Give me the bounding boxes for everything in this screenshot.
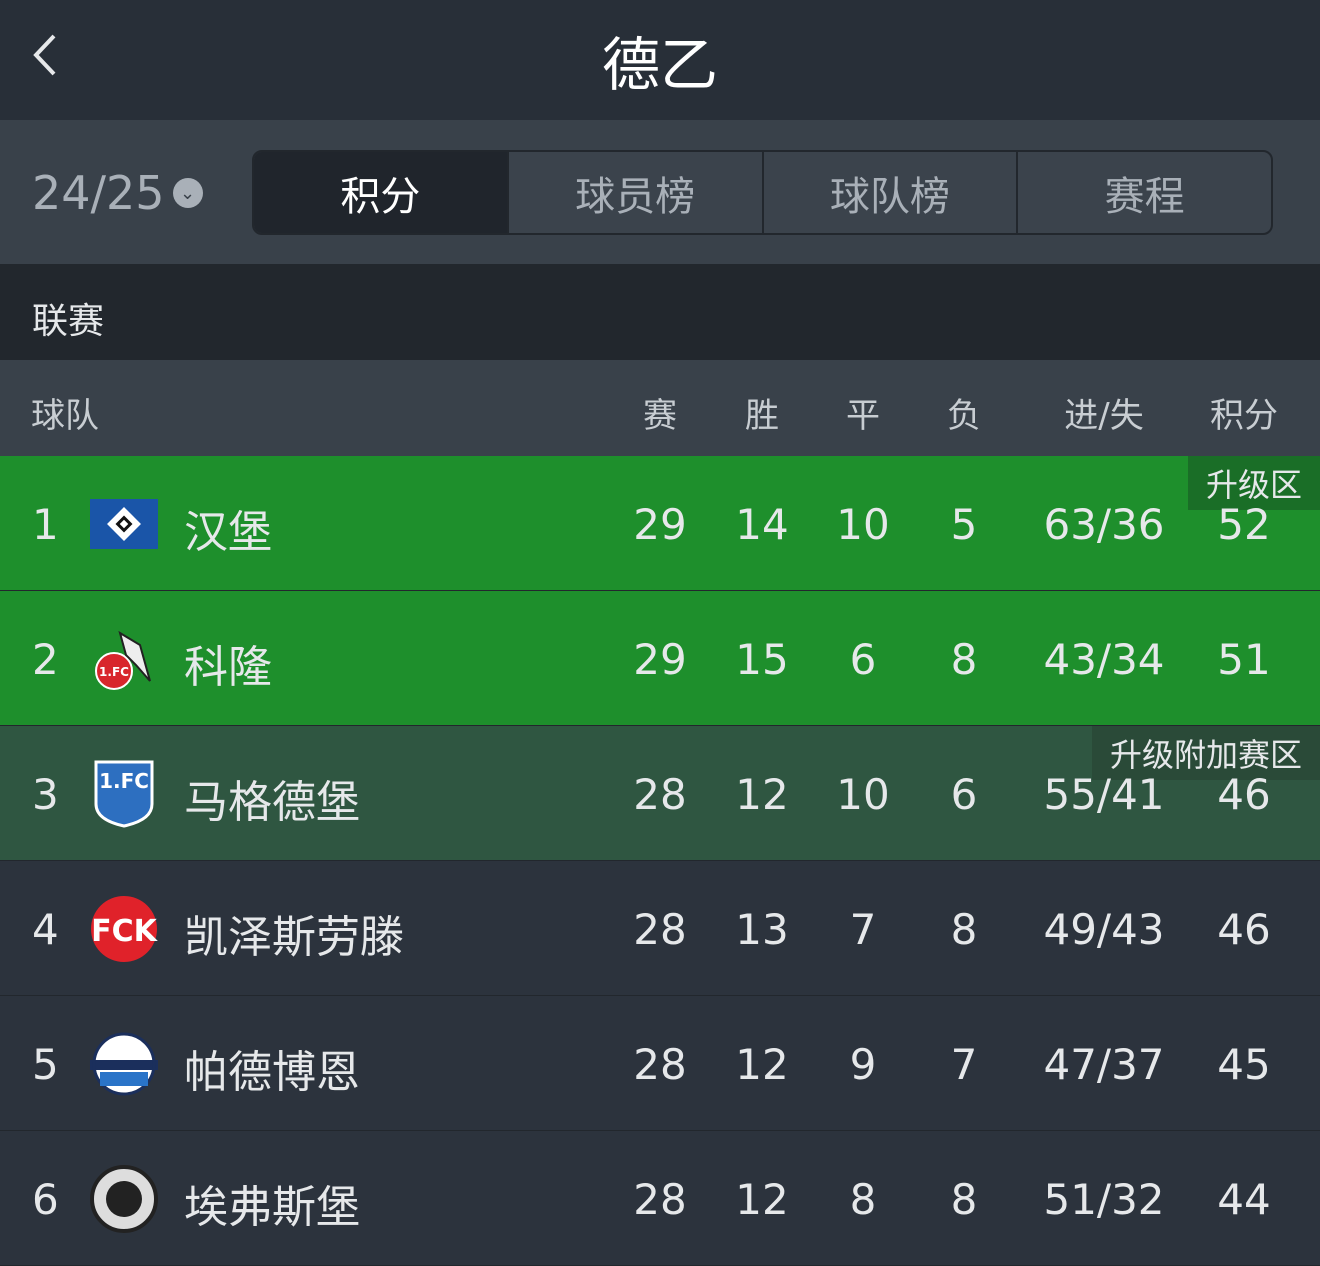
team-name: 凯泽斯劳滕 [184,912,404,963]
cell-won: 15 [735,635,789,684]
tab-player-ranking[interactable]: 球员榜 [506,152,762,233]
tab-schedule[interactable]: 赛程 [1016,152,1271,233]
col-won: 胜 [745,396,779,436]
cell-points: 46 [1217,905,1271,954]
col-points: 积分 [1210,396,1278,436]
cell-points: 46 [1217,770,1271,819]
tab-standings[interactable]: 积分 [254,152,507,233]
team-name: 科隆 [184,642,272,693]
table-row[interactable]: 6 埃弗斯堡 28 12 8 8 51/32 44 [0,1131,1320,1266]
rank: 4 [32,905,59,954]
cell-goals: 43/34 [1043,635,1165,684]
cell-drawn: 9 [849,1040,877,1089]
cell-points: 45 [1217,1040,1271,1089]
col-played: 赛 [643,396,677,436]
cell-lost: 5 [950,500,978,549]
cell-goals: 63/36 [1043,500,1165,549]
cell-lost: 8 [950,1175,978,1224]
top-bar: 德乙 [0,0,1320,120]
table-row[interactable]: 5 帕德博恩 28 12 9 7 47/37 45 [0,996,1320,1131]
team-logo [90,1165,158,1233]
team-logo: 1.FC [90,760,158,828]
col-goals: 进/失 [1064,396,1144,436]
cell-goals: 51/32 [1043,1175,1165,1224]
cell-won: 13 [735,905,789,954]
team-logo [90,490,158,558]
rank: 3 [32,770,59,819]
cell-drawn: 7 [849,905,877,954]
cell-drawn: 10 [836,770,890,819]
zone-label: 升级附加赛区 [1091,726,1320,780]
cell-won: 12 [735,1040,789,1089]
cell-points: 52 [1217,500,1271,549]
svg-text:1.FC: 1.FC [99,769,149,793]
cell-goals: 55/41 [1043,770,1165,819]
cell-played: 28 [633,1040,687,1089]
table-row[interactable]: 4 FCK 凯泽斯劳滕 28 13 7 8 49/43 46 [0,861,1320,996]
tab-bar: 积分 球员榜 球队榜 赛程 [252,150,1273,235]
cell-drawn: 8 [849,1175,877,1224]
table-row[interactable]: 升级区 1 汉堡 29 14 10 5 63/36 52 [0,456,1320,591]
col-lost: 负 [947,396,981,436]
cell-goals: 47/37 [1043,1040,1165,1089]
cell-played: 28 [633,905,687,954]
col-team: 球队 [31,396,99,436]
cell-played: 28 [633,770,687,819]
cell-drawn: 6 [849,635,877,684]
table-row[interactable]: 2 1.FC 科隆 29 15 6 8 43/34 51 [0,591,1320,726]
team-name: 汉堡 [184,507,272,558]
svg-text:FCK: FCK [91,914,158,949]
table-header: 球队 赛 胜 平 负 进/失 积分 [0,360,1320,456]
cell-points: 44 [1217,1175,1271,1224]
zone-label: 升级区 [1187,456,1320,510]
cell-played: 28 [633,1175,687,1224]
team-name: 帕德博恩 [184,1047,360,1098]
cell-lost: 8 [950,905,978,954]
season-value: 24/25 [32,166,165,220]
rank: 6 [32,1175,59,1224]
team-name: 马格德堡 [184,777,360,828]
season-selector[interactable]: 24/25 ⌄ [32,166,203,220]
cell-drawn: 10 [836,500,890,549]
page-title: 德乙 [601,31,718,99]
cell-won: 14 [735,500,789,549]
svg-text:1.FC: 1.FC [99,665,129,679]
cell-lost: 6 [950,770,978,819]
rank: 1 [32,500,59,549]
cell-won: 12 [735,770,789,819]
cell-played: 29 [633,635,687,684]
section-title: 联赛 [0,264,1320,360]
tab-team-ranking[interactable]: 球队榜 [761,152,1017,233]
col-drawn: 平 [846,396,880,436]
table-row[interactable]: 升级附加赛区 3 1.FC 马格德堡 28 12 10 6 55/41 46 [0,726,1320,861]
cell-played: 29 [633,500,687,549]
cell-points: 51 [1217,635,1271,684]
team-name: 埃弗斯堡 [184,1182,360,1233]
chevron-down-icon: ⌄ [172,178,203,208]
rank: 2 [32,635,59,684]
team-logo: 1.FC [90,625,158,693]
rank: 5 [32,1040,59,1089]
chevron-left-icon[interactable] [28,30,68,80]
team-logo [90,1030,158,1098]
cell-goals: 49/43 [1043,905,1165,954]
team-logo: FCK [90,895,159,963]
cell-lost: 7 [950,1040,978,1089]
cell-lost: 8 [950,635,978,684]
cell-won: 12 [735,1175,789,1224]
